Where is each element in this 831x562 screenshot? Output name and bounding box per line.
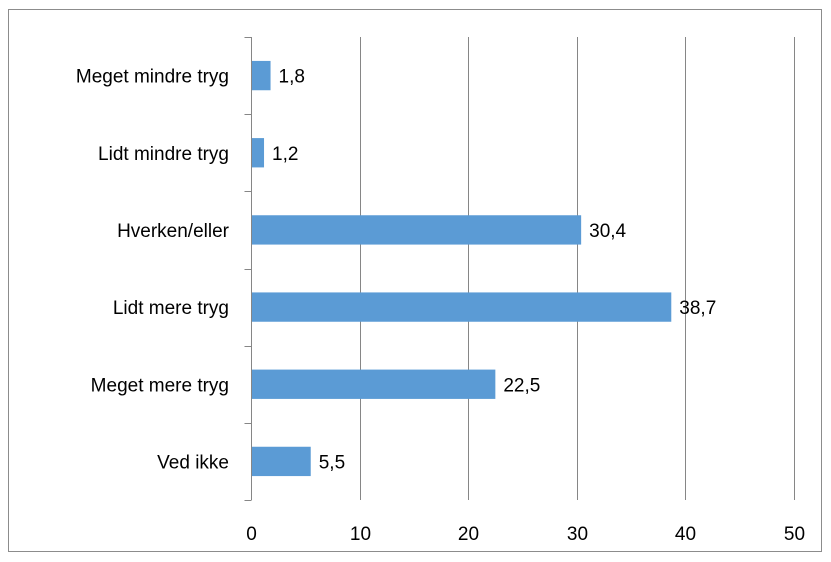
bar bbox=[252, 446, 311, 477]
category-label: Hverken/eller bbox=[117, 221, 230, 242]
chart-frame bbox=[8, 9, 822, 552]
category-label: Lidt mindre tryg bbox=[98, 144, 229, 165]
category-label: Meget mindre tryg bbox=[76, 67, 229, 88]
bar bbox=[252, 215, 582, 245]
x-tick-label: 30 bbox=[567, 524, 588, 545]
data-label: 30,4 bbox=[589, 221, 626, 242]
x-tick-label: 20 bbox=[458, 524, 479, 545]
category-label: Lidt mere tryg bbox=[113, 298, 229, 319]
labels: 0 10 20 30 40 50 1,8 Meget mindre tryg 1,2 Lidt m… bbox=[76, 67, 805, 545]
bar bbox=[252, 369, 496, 399]
category-label: Meget mere tryg bbox=[91, 375, 229, 396]
category-label: Ved ikke bbox=[157, 452, 229, 473]
category-axis bbox=[244, 37, 252, 501]
gridlines bbox=[360, 37, 795, 500]
data-label: 1,2 bbox=[272, 144, 298, 165]
x-tick-label: 10 bbox=[350, 524, 371, 545]
data-label: 38,7 bbox=[679, 298, 716, 319]
x-tick-label: 0 bbox=[246, 524, 257, 545]
x-tick-label: 40 bbox=[675, 524, 696, 545]
data-label: 1,8 bbox=[279, 67, 305, 88]
bar bbox=[252, 138, 265, 168]
bar bbox=[252, 60, 271, 91]
data-label: 5,5 bbox=[319, 452, 345, 473]
x-tick-label: 50 bbox=[784, 524, 805, 545]
data-label: 22,5 bbox=[503, 375, 540, 396]
bar bbox=[252, 292, 672, 322]
bars bbox=[252, 60, 672, 477]
